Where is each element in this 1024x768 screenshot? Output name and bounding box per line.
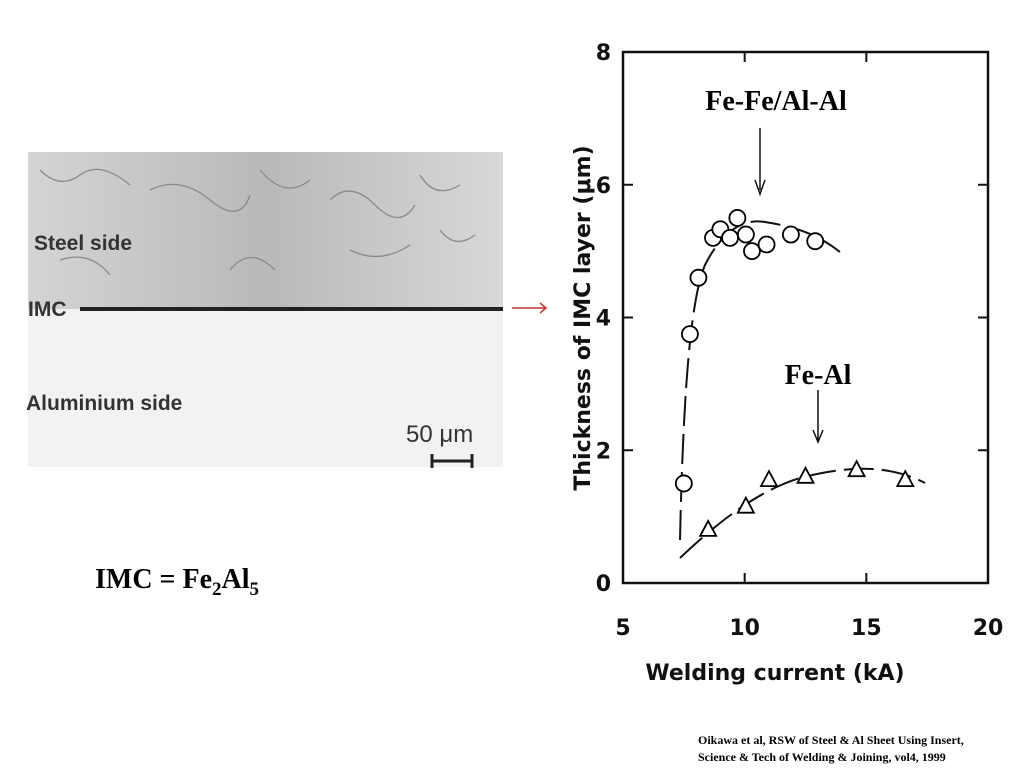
data-point (782, 225, 800, 244)
x-tick-label: 20 (973, 616, 1004, 641)
citation: Oikawa et al, RSW of Steel & Al Sheet Us… (698, 733, 964, 747)
x-tick-label: 15 (851, 616, 882, 641)
caption-subscript: 5 (250, 579, 260, 600)
data-point (895, 469, 915, 488)
y-tick-label: 6 (596, 174, 611, 199)
data-point (759, 469, 779, 488)
x-tick-label: 5 (615, 616, 630, 641)
micrograph: Steel side IMC Aluminium side 50 μm (26, 152, 503, 468)
data-point (728, 209, 747, 227)
data-point (736, 495, 756, 514)
x-tick-label: 10 (729, 616, 760, 641)
steel-label: Steel side (34, 232, 132, 255)
grain-boundaries (39, 168, 476, 276)
series-annotation: Fe-Fe/Al-Al (705, 86, 847, 117)
data-point (689, 268, 708, 287)
citation: Science & Tech of Welding & Joining, vol… (698, 750, 946, 764)
x-axis-label: Welding current (kA) (645, 661, 904, 686)
data-point (736, 225, 755, 244)
imc-label: IMC (28, 298, 67, 321)
y-tick-label: 4 (596, 307, 611, 332)
y-tick-label: 0 (596, 572, 611, 597)
data-point (721, 228, 739, 247)
pointer-arrow (512, 302, 548, 314)
caption-part: IMC = Fe (95, 564, 212, 595)
annotation-arrow (812, 390, 824, 444)
y-axis-label: Thickness of IMC layer (μm) (571, 145, 596, 490)
data-point (698, 518, 718, 537)
y-tick-label: 2 (596, 439, 611, 464)
data-point (847, 459, 867, 478)
data-point (796, 465, 815, 484)
steel-region (28, 152, 503, 309)
caption-part: Al (222, 564, 250, 595)
plot-frame (621, 50, 990, 585)
data-point (674, 474, 693, 493)
aluminium-region (28, 309, 503, 467)
annotation-arrow (754, 128, 766, 197)
data-point (681, 325, 699, 343)
data-point (806, 232, 825, 251)
caption: IMC = Fe2Al5 (95, 564, 259, 600)
y-tick-label: 8 (596, 41, 611, 66)
scale-bar (430, 454, 474, 468)
caption-subscript: 2 (212, 579, 222, 600)
aluminium-label: Aluminium side (26, 392, 182, 415)
trend-curve (679, 467, 926, 559)
scale-label: 50 μm (406, 421, 473, 448)
data-point (743, 242, 761, 261)
data-point (757, 235, 776, 254)
series-annotation: Fe-Al (785, 360, 852, 391)
